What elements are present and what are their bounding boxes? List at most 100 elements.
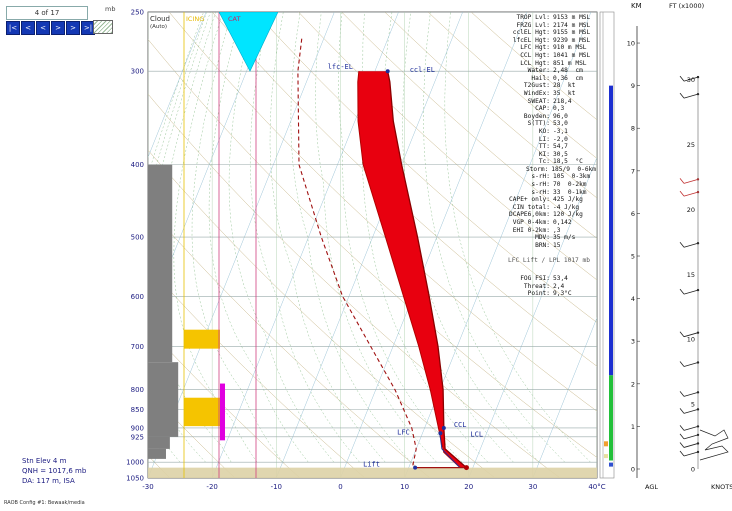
- moist-adiabat: [208, 12, 309, 463]
- frame-counter[interactable]: 4 of 17: [6, 6, 88, 20]
- index-value: -2,0: [553, 135, 568, 143]
- wind-barb-shaft: [683, 93, 699, 99]
- index-value: 70 0-2km: [553, 181, 587, 189]
- height-yellow-marker: [604, 454, 608, 459]
- cape-area: [357, 71, 467, 468]
- isotherm: [148, 12, 335, 478]
- pressure-tick-label: 700: [131, 343, 144, 351]
- temp-tick-label: 30: [528, 483, 537, 491]
- index-label: T2Gust:: [523, 82, 550, 90]
- cat-header: CAT: [228, 15, 240, 23]
- lifted-parcel-line: [387, 71, 467, 469]
- km-tick-label: 3: [631, 338, 635, 346]
- ccl-marker: [441, 425, 446, 430]
- fog-value: 53,4: [553, 275, 568, 282]
- fog-value: 9,3°C: [553, 290, 572, 298]
- cloud-header: Cloud: [150, 15, 170, 23]
- index-row: KI: 30,5: [508, 151, 596, 159]
- height-green-bar: [609, 375, 613, 461]
- ft-tick-label: 5: [691, 401, 695, 409]
- index-row: TROP Lvl: 9153 m MSL: [508, 14, 596, 22]
- pressure-tick-label: 1000: [126, 459, 144, 467]
- index-row: Hail: 0,36 cm: [508, 75, 596, 83]
- index-value: 35 m/s: [553, 234, 576, 242]
- index-label: Tc:: [538, 158, 550, 166]
- wind-barb-flag: [679, 442, 685, 448]
- index-label: KO:: [538, 127, 550, 135]
- km-tick-label: 9: [631, 82, 635, 90]
- pressure-tick-label: 600: [131, 293, 144, 301]
- index-label: CCL Hgt:: [520, 51, 550, 59]
- index-row: VGP 0-4km: 0,142: [508, 219, 596, 227]
- index-label: s-rH:: [531, 181, 550, 189]
- moist-adiabat: [315, 12, 437, 463]
- prev-button[interactable]: <: [36, 21, 50, 35]
- index-value: 1041 m MSL: [553, 51, 591, 59]
- unit-label: mb: [105, 5, 116, 13]
- index-value: 53,0: [553, 120, 568, 128]
- station-density-altitude: DA: 117 m, ISA: [22, 477, 75, 485]
- index-value: 120 J/kg: [553, 211, 583, 219]
- index-value: 9155 m MSL: [553, 29, 591, 37]
- pressure-tick-label: 1050: [126, 475, 144, 483]
- lift-label: Lift: [363, 461, 380, 469]
- pressure-tick-label: 400: [131, 161, 144, 169]
- index-value: 18,5 °C: [553, 158, 583, 166]
- temp-tick-label: 0: [338, 483, 342, 491]
- temp-tick-label: -20: [206, 483, 217, 491]
- wind-barb-flag: [679, 331, 685, 337]
- km-axis-title: KM: [631, 2, 642, 10]
- dry-adiabat: [341, 12, 597, 239]
- dry-adiabat: [148, 455, 171, 478]
- wind-barb-flag: [679, 178, 685, 184]
- cloud-cover-bar: [148, 448, 166, 459]
- index-row: S(TT): 53,0: [508, 120, 596, 128]
- cloud-cover-bar: [148, 436, 170, 449]
- index-value: 425 J/kg: [553, 196, 583, 204]
- ft-tick-label: 20: [687, 206, 695, 214]
- isotherm: [532, 316, 597, 478]
- index-value: 15: [553, 241, 561, 249]
- wind-barb-flag: [679, 450, 685, 457]
- prev-fast-button[interactable]: <: [21, 21, 35, 35]
- next-fast-button[interactable]: >: [66, 21, 80, 35]
- temp-tick-label: 10: [400, 483, 409, 491]
- next-button[interactable]: >: [51, 21, 65, 35]
- index-label: CAP:: [535, 105, 550, 113]
- index-value: -3,1: [553, 127, 568, 135]
- height-blue-marker: [609, 462, 613, 467]
- index-row: CAP: 0,3: [508, 105, 596, 113]
- indices-panel: TROP Lvl: 9153 m MSL FRZG Lvl: 2174 m MSL cc…: [508, 14, 596, 298]
- index-value: 0,142: [553, 219, 572, 227]
- index-label: Storm:: [525, 165, 549, 173]
- index-row: EHI 0-2km: ,3: [508, 227, 596, 235]
- fog-row: Point: 9,3°C: [508, 290, 596, 298]
- km-tick-label: 1: [631, 423, 635, 431]
- moist-adiabat: [402, 12, 540, 463]
- km-tick-label: 0: [631, 466, 635, 474]
- dry-adiabat: [148, 266, 366, 478]
- moist-adiabat: [191, 12, 283, 463]
- index-value: 851 m MSL: [553, 59, 587, 67]
- cloud-cover-bar: [148, 164, 173, 363]
- index-value: 9239 m MSL: [553, 36, 591, 44]
- wind-barb-flag: [679, 361, 685, 367]
- index-row: Water: 2,48 cm: [508, 67, 596, 75]
- km-tick-label: 5: [631, 253, 635, 261]
- index-value: 910 m MSL: [553, 44, 587, 52]
- first-frame-button[interactable]: |<: [6, 21, 20, 35]
- wind-barb-flag: [679, 92, 685, 99]
- pressure-tick-label: 900: [131, 424, 144, 432]
- wind-barb-shaft: [683, 242, 699, 248]
- temp-tick-label: 40°C: [588, 483, 605, 491]
- ccl-label: CCL: [454, 421, 467, 429]
- wind-barb-shaft: [683, 426, 699, 431]
- fog-label: Point:: [527, 290, 550, 298]
- hatch-toggle-button[interactable]: [93, 20, 113, 34]
- index-row: T2Gust: 28 kt: [508, 82, 596, 90]
- index-row: s-rH: 105 0-3km: [508, 173, 596, 181]
- wind-barb-flag: [679, 288, 685, 295]
- index-value: 0,36 cm: [553, 74, 583, 82]
- index-value: 0,3: [553, 105, 565, 113]
- index-value: 9153 m MSL: [553, 14, 591, 21]
